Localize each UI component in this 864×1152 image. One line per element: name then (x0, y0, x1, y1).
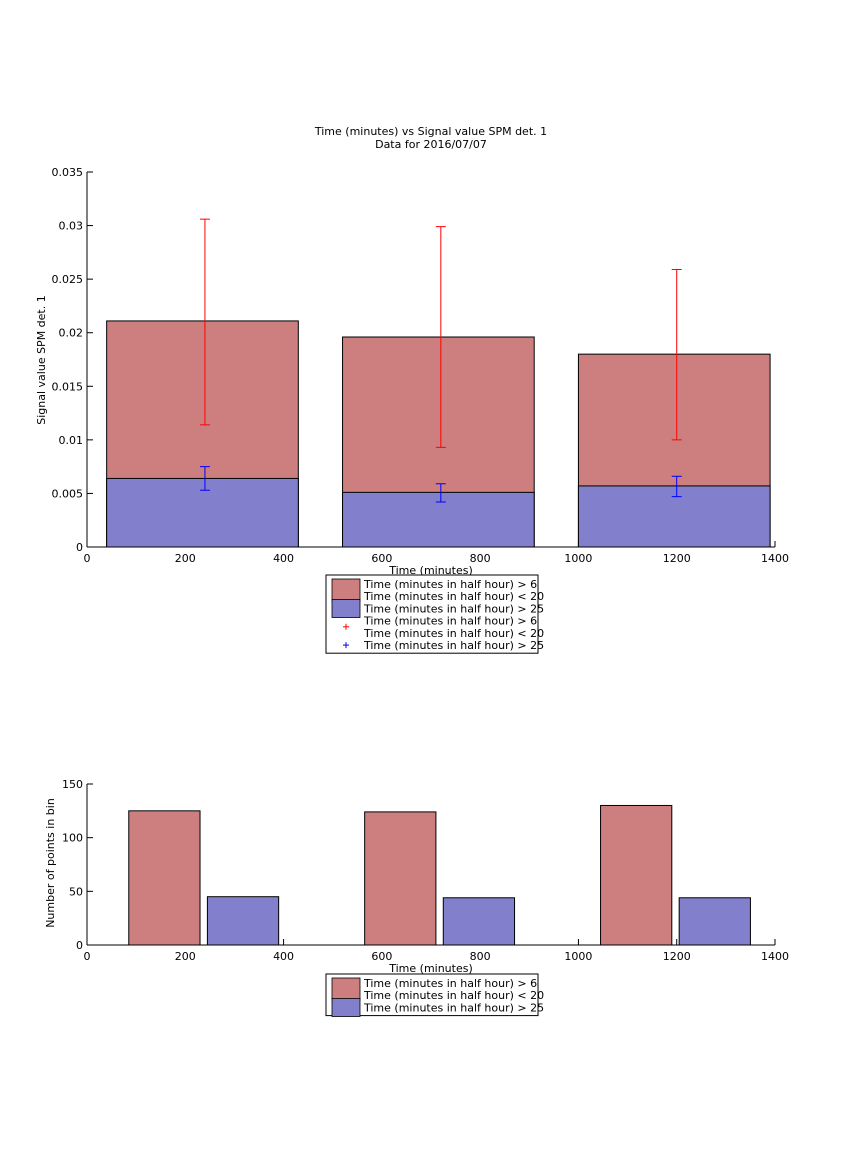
legend-entry-label: Time (minutes in half hour) < 20 (363, 989, 544, 1002)
legend-entry-label: Time (minutes in half hour) > 6 (363, 578, 537, 591)
bar (442, 897, 516, 946)
x-tick-label: 200 (175, 552, 196, 565)
legend-entry-label: Time (minutes in half hour) > 25 (363, 639, 544, 652)
bar (577, 485, 771, 548)
y-tick-label: 0.005 (52, 487, 84, 500)
legend-box (325, 973, 539, 1017)
bar (600, 804, 673, 946)
bar (128, 810, 201, 946)
legend-entry-label: Time (minutes in half hour) > 6 (363, 615, 537, 628)
legend-swatch (331, 599, 361, 618)
bar (342, 491, 535, 548)
x-tick-label: 800 (470, 950, 491, 963)
y-tick-label: 0 (76, 541, 83, 554)
signal-chart: 0 200 400 600 800 1000 1200 1400 0 0.005 0.01 0.015… (52, 166, 790, 565)
y-tick-label: 0.02 (59, 327, 84, 340)
legend-swatch (331, 578, 361, 602)
y-tick-label: 0.015 (52, 380, 84, 393)
legend-swatch (331, 977, 361, 1001)
chart-title: Time (minutes) vs Signal value SPM det. … (314, 125, 547, 138)
x-tick-label: 400 (273, 950, 294, 963)
signal-chart-y-axis-label: Signal value SPM det. 1 (35, 295, 48, 425)
bar (678, 897, 751, 946)
x-tick-label: 600 (371, 552, 392, 565)
y-tick-label: 50 (69, 885, 83, 898)
x-tick-label: 1000 (564, 950, 592, 963)
y-tick-label: 150 (62, 778, 83, 791)
x-tick-label: 1000 (564, 552, 592, 565)
y-tick-label: 0.01 (59, 434, 84, 447)
legend-entry-label: Time (minutes in half hour) > 6 (363, 977, 537, 990)
y-tick-label: 0.03 (59, 220, 84, 233)
bar (106, 477, 299, 548)
y-tick-label: 0.025 (52, 273, 84, 286)
count-chart-y-axis-label: Number of points in bin (44, 798, 57, 928)
bar (206, 896, 280, 946)
x-tick-label: 400 (273, 552, 294, 565)
legend-swatch (331, 998, 361, 1017)
count-chart: 0 200 400 600 800 1000 1200 1400 0 50 100 150 (62, 778, 789, 963)
legend-entry-label: Time (minutes in half hour) < 20 (363, 590, 544, 603)
x-tick-label: 1200 (663, 950, 691, 963)
x-tick-label: 0 (84, 552, 91, 565)
legend-entry-label: Time (minutes in half hour) > 25 (363, 602, 544, 615)
y-tick-label: 0.035 (52, 166, 84, 179)
x-tick-label: 1400 (761, 552, 789, 565)
x-tick-label: 600 (371, 950, 392, 963)
x-tick-label: 1200 (663, 552, 691, 565)
legend-entry-label: Time (minutes in half hour) < 20 (363, 627, 544, 640)
y-tick-label: 100 (62, 832, 83, 845)
chart-subtitle: Data for 2016/07/07 (375, 138, 487, 151)
x-tick-label: 1400 (761, 950, 789, 963)
count-chart-x-axis-label: Time (minutes) (388, 962, 473, 975)
signal-chart-x-axis-label: Time (minutes) (388, 564, 473, 577)
legend-entry-label: Time (minutes in half hour) > 25 (363, 1001, 544, 1014)
x-tick-label: 200 (175, 950, 196, 963)
x-tick-label: 800 (470, 552, 491, 565)
legend-box (325, 574, 539, 654)
y-tick-label: 0 (76, 939, 83, 952)
x-tick-label: 0 (84, 950, 91, 963)
bar (364, 811, 437, 946)
